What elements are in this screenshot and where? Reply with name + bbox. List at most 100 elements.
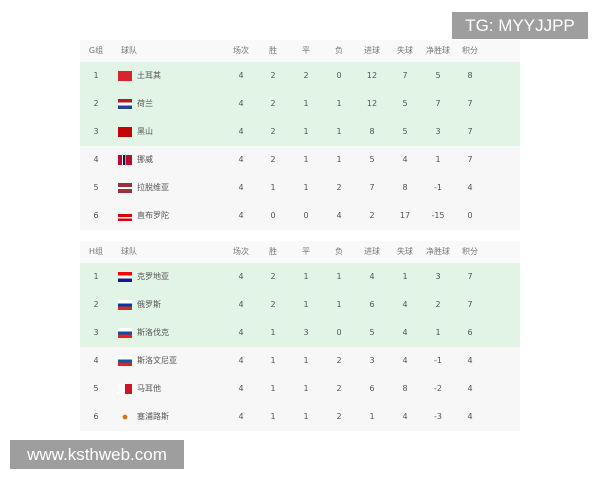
stat-d: 0 — [303, 211, 309, 220]
stat-d: 1 — [303, 356, 309, 365]
table-header: H组 球队 场次 胜 平 负 进球 失球 净胜球 积分 — [80, 241, 520, 263]
group-label: H组 — [88, 247, 103, 256]
latvia-flag-icon — [118, 183, 132, 193]
stat-pts: 4 — [467, 412, 473, 421]
column-header-gd: 净胜球 — [426, 46, 450, 55]
stat-pts: 4 — [467, 183, 473, 192]
table-row[interactable]: 2 荷兰 4 2 1 1 12 5 7 7 — [80, 90, 520, 118]
stat-pts: 0 — [467, 211, 473, 220]
slovakia-flag-icon — [118, 328, 132, 338]
stat-w: 1 — [270, 356, 276, 365]
group-h-table: H组 球队 场次胜平负进球 失球 净胜球 积分 1 克罗地亚 4 2 1 1 4 1 3 7 2 俄罗斯 4 2 1 1 6… — [80, 241, 520, 431]
russia-flag-icon — [118, 300, 132, 310]
stat-gf: 3 — [369, 356, 375, 365]
stat-gd: 1 — [435, 328, 441, 337]
column-header-gd: 净胜球 — [426, 247, 450, 256]
stat-d: 1 — [303, 155, 309, 164]
team-name: 马耳他 — [137, 384, 161, 393]
stat-l: 1 — [336, 127, 342, 136]
team-name: 荷兰 — [137, 99, 153, 108]
table-row[interactable]: 6 塞浦路斯 4 1 1 2 1 4 -3 4 — [80, 403, 520, 431]
stat-ga: 5 — [402, 127, 408, 136]
stat-gf: 2 — [369, 211, 375, 220]
stat-gd: -3 — [434, 412, 442, 421]
croatia-flag-icon — [118, 272, 132, 282]
stat-pts: 6 — [467, 328, 473, 337]
stat-gd: 1 — [435, 155, 441, 164]
table-row[interactable]: 5 马耳他 4 1 1 2 6 8 -2 4 — [80, 375, 520, 403]
stat-gd: 2 — [435, 300, 441, 309]
malta-flag-icon — [118, 384, 132, 394]
table-row[interactable]: 1 克罗地亚 4 2 1 1 4 1 3 7 — [80, 263, 520, 291]
stat-p: 4 — [238, 183, 244, 192]
stat-d: 1 — [303, 272, 309, 281]
team-name: 塞浦路斯 — [137, 412, 169, 421]
column-header-w: 胜 — [269, 247, 277, 256]
stat-pts: 4 — [467, 384, 473, 393]
column-header-pts: 积分 — [462, 247, 478, 256]
stat-gf: 6 — [369, 300, 375, 309]
stat-l: 4 — [336, 211, 342, 220]
stat-p: 4 — [238, 384, 244, 393]
stat-d: 1 — [303, 412, 309, 421]
stat-gd: -15 — [431, 211, 445, 220]
cyprus-flag-icon — [118, 412, 132, 422]
column-header-w: 胜 — [269, 46, 277, 55]
stat-ga: 4 — [402, 356, 408, 365]
stat-l: 1 — [336, 155, 342, 164]
table-row[interactable]: 1 土耳其 4 2 2 0 12 7 5 8 — [80, 62, 520, 90]
stat-w: 2 — [270, 155, 276, 164]
stat-ga: 1 — [402, 272, 408, 281]
stat-p: 4 — [238, 300, 244, 309]
team-name: 直布罗陀 — [137, 211, 169, 220]
stat-l: 1 — [336, 300, 342, 309]
stat-ga: 17 — [399, 211, 411, 220]
stat-gf: 8 — [369, 127, 375, 136]
stat-ga: 8 — [402, 384, 408, 393]
table-row[interactable]: 4 斯洛文尼亚 4 1 1 2 3 4 -1 4 — [80, 347, 520, 375]
stat-d: 1 — [303, 300, 309, 309]
column-header-team: 球队 — [121, 46, 137, 55]
stat-pts: 4 — [467, 356, 473, 365]
team-name: 斯洛伐克 — [137, 328, 169, 337]
group-g-table: G组 球队 场次胜平负进球 失球 净胜球 积分 1 土耳其 4 2 2 0 12 7 5 8 2 荷兰 4 2 1 1 12… — [80, 40, 520, 230]
team-name: 黑山 — [137, 127, 153, 136]
stat-pts: 7 — [467, 300, 473, 309]
stat-p: 4 — [238, 127, 244, 136]
column-header-d: 平 — [302, 46, 310, 55]
table-row[interactable]: 2 俄罗斯 4 2 1 1 6 4 2 7 — [80, 291, 520, 319]
stat-w: 0 — [270, 211, 276, 220]
table-header: G组 球队 场次 胜 平 负 进球 失球 净胜球 积分 — [80, 40, 520, 62]
stat-p: 4 — [238, 71, 244, 80]
team-name: 俄罗斯 — [137, 300, 161, 309]
rank: 5 — [93, 384, 99, 393]
rank: 2 — [93, 300, 99, 309]
group-label: G组 — [88, 46, 104, 55]
stat-l: 2 — [336, 356, 342, 365]
stat-w: 2 — [270, 300, 276, 309]
stat-d: 1 — [303, 183, 309, 192]
column-header-team: 球队 — [121, 247, 137, 256]
rank: 6 — [93, 211, 99, 220]
table-row[interactable]: 5 拉脱维亚 4 1 1 2 7 8 -1 4 — [80, 174, 520, 202]
column-header-p: 场次 — [233, 247, 249, 256]
team-name: 克罗地亚 — [137, 272, 169, 281]
stat-w: 1 — [270, 183, 276, 192]
rank: 4 — [93, 356, 99, 365]
team-name: 拉脱维亚 — [137, 183, 169, 192]
stat-gf: 1 — [369, 412, 375, 421]
stat-w: 2 — [270, 71, 276, 80]
column-header-ga: 失球 — [397, 46, 413, 55]
stat-gd: -1 — [434, 356, 442, 365]
stat-d: 1 — [303, 127, 309, 136]
column-header-d: 平 — [302, 247, 310, 256]
stat-gf: 4 — [369, 272, 375, 281]
table-row[interactable]: 3 斯洛伐克 4 1 3 0 5 4 1 6 — [80, 319, 520, 347]
rank: 4 — [93, 155, 99, 164]
table-row[interactable]: 3 黑山 4 2 1 1 8 5 3 7 — [80, 118, 520, 146]
table-row[interactable]: 4 挪威 4 2 1 1 5 4 1 7 — [80, 146, 520, 174]
stat-l: 1 — [336, 272, 342, 281]
table-row[interactable]: 6 直布罗陀 4 0 0 4 2 17 -15 0 — [80, 202, 520, 230]
column-header-ga: 失球 — [397, 247, 413, 256]
team-name: 土耳其 — [137, 71, 161, 80]
